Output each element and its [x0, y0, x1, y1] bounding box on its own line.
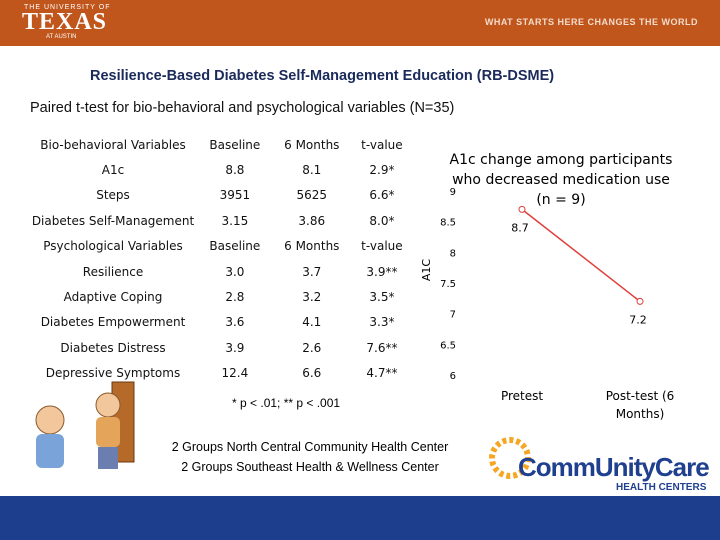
table-row: Diabetes Distress 3.9 2.6 7.6** — [28, 335, 412, 360]
table-cell: 6 Months — [284, 137, 340, 152]
table-cell: 8.1 — [302, 163, 322, 178]
table-row: Diabetes Self-Management 3.15 3.86 8.0* — [28, 208, 412, 233]
table-cell: Bio-behavioral Variables — [40, 137, 186, 152]
table-cell: 3.6 — [225, 315, 245, 330]
point — [518, 205, 526, 213]
table-cell: 3951 — [219, 188, 251, 203]
y-tick-label: 9 — [450, 187, 456, 198]
y-tick-label: 7 — [450, 310, 456, 321]
table-cell: 4.1 — [302, 315, 322, 330]
chart-title: A1c change among participants who decrea… — [449, 152, 673, 208]
university-bottom: AT AUSTIN — [46, 34, 77, 40]
logo-tagline: HEALTH CENTERS — [616, 482, 707, 493]
table-cell: 6.6 — [302, 366, 322, 381]
table-cell: 3.0 — [225, 264, 245, 279]
logo-name: CommUnityCare — [518, 452, 710, 482]
point — [636, 297, 644, 305]
table-cell: 3.86 — [298, 213, 326, 228]
table-cell: 3.9** — [366, 264, 398, 279]
table-row: Adaptive Coping 2.8 3.2 3.5* — [28, 284, 412, 309]
table-cell: 2.9* — [369, 163, 395, 178]
table-cell: 3.2 — [302, 290, 322, 305]
table-cell: 3.9 — [225, 340, 245, 355]
university-top: THE UNIVERSITY OF — [24, 4, 111, 11]
table-cell: 3.7 — [302, 264, 322, 279]
y-tick-label: 6 — [450, 371, 456, 382]
table-cell: Steps — [96, 188, 130, 203]
table-cell: Baseline — [209, 239, 261, 254]
table-cell: 3.15 — [221, 213, 249, 228]
note: 2 Groups North Central Community Health … — [171, 440, 449, 454]
footnote: * p < .01; ** p < .001 — [232, 396, 341, 410]
table-cell: Baseline — [209, 137, 261, 152]
table-cell: 3.5* — [369, 290, 395, 305]
data-label: 8.7 — [511, 221, 529, 234]
table-cell: 2.6 — [302, 340, 322, 355]
slogan: WHAT STARTS HERE CHANGES THE WORLD — [484, 17, 698, 27]
university-name: TEXAS — [22, 9, 108, 35]
results-table: Bio-behavioral Variables Baseline 6 Months… — [28, 132, 412, 386]
table-row: A1c 8.8 8.1 2.9* — [28, 157, 412, 182]
table-row: Steps 3951 5625 6.6* — [28, 183, 412, 208]
y-axis-label: A1C — [420, 259, 433, 282]
table-cell: Psychological Variables — [43, 239, 183, 254]
sun-logo — [489, 437, 531, 479]
slide-title: Resilience-Based Diabetes Self-Managemen… — [90, 68, 555, 84]
slide-subtitle: Paired t-test for bio-behavioral and psy… — [30, 100, 455, 116]
table-cell: 6.6* — [369, 188, 395, 203]
y-tick-label: 8 — [450, 248, 456, 259]
table-cell: A1c — [101, 163, 125, 178]
table-cell: t-value — [361, 239, 403, 254]
table-cell: Diabetes Self-Management — [31, 213, 195, 228]
y-tick-label: 8.5 — [440, 218, 456, 229]
note: 2 Groups Southeast Health & Wellness Cen… — [181, 460, 439, 474]
notes: 2 Groups North Central Community Health … — [140, 437, 480, 477]
table-cell: 3.3* — [369, 315, 395, 330]
table-cell: Diabetes Distress — [60, 340, 166, 355]
table-cell: 12.4 — [221, 366, 249, 381]
x-tick-label: Post-test (6 Months) — [605, 389, 675, 421]
x-tick-label: Pretest — [500, 389, 544, 403]
figures — [35, 381, 135, 469]
table-row: Bio-behavioral Variables Baseline 6 Months… — [28, 132, 412, 157]
footer-bar — [0, 496, 720, 540]
table-cell: 5625 — [296, 188, 328, 203]
table-row: Depressive Symptoms 12.4 6.6 4.7** — [28, 361, 412, 386]
table-cell: 6 Months — [284, 239, 340, 254]
table-cell: 8.8 — [225, 163, 245, 178]
table-cell: t-value — [361, 137, 403, 152]
y-tick-label: 7.5 — [440, 279, 456, 290]
table-cell: 2.8 — [225, 290, 245, 305]
table-cell: 4.7** — [366, 366, 398, 381]
table-row: Psychological Variables Baseline 6 Months t… — [28, 234, 412, 259]
table-row: Resilience 3.0 3.7 3.9** — [28, 259, 412, 284]
line — [521, 208, 641, 302]
table-row: Diabetes Empowerment 3.6 4.1 3.3* — [28, 310, 412, 335]
y-tick-label: 6.5 — [440, 340, 456, 351]
table-cell: 8.0* — [369, 213, 395, 228]
table-cell: Resilience — [82, 264, 144, 279]
data-label: 7.2 — [629, 313, 647, 326]
header-bar: THE UNIVERSITY OF TEXAS AT AUSTIN WHAT S… — [0, 0, 720, 46]
table-cell: 7.6** — [366, 340, 398, 355]
table-cell: Diabetes Empowerment — [40, 315, 186, 330]
table-cell: Depressive Symptoms — [45, 366, 181, 381]
table-cell: Adaptive Coping — [63, 290, 163, 305]
